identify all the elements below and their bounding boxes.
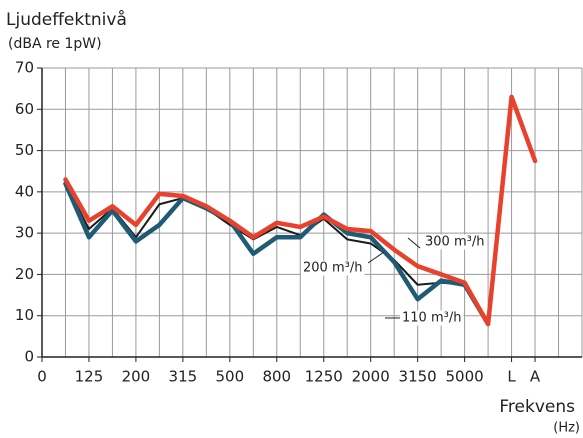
y-tick-label: 30 — [15, 224, 34, 242]
chart-title: Ljudeffektnivå — [6, 9, 127, 30]
series-label-bg — [400, 310, 464, 326]
x-axis-unit: (Hz) — [553, 421, 580, 436]
line-series — [63, 94, 538, 327]
line-series — [64, 182, 490, 325]
series-label: 110 m³/h — [402, 311, 461, 326]
annotation-leader — [407, 237, 421, 249]
y-tick-label: 0 — [24, 348, 34, 366]
y-tick-label: 20 — [15, 265, 34, 283]
x-tick-label: A — [530, 368, 541, 386]
x-tick-label: 500 — [216, 368, 245, 386]
x-tick-label: 800 — [262, 368, 291, 386]
x-tick-label: 125 — [75, 368, 104, 386]
x-tick-label: 0 — [37, 368, 47, 386]
line-series — [63, 181, 491, 327]
annotation-leader — [367, 251, 385, 264]
x-tick-label: 2000 — [352, 368, 390, 386]
y-tick-label: 40 — [15, 182, 34, 200]
y-tick-label: 10 — [15, 306, 34, 324]
x-tick-label: 1250 — [305, 368, 343, 386]
y-tick-label: 70 — [15, 59, 34, 77]
series-label-bg — [301, 260, 365, 276]
x-tick-label: L — [507, 368, 516, 386]
chart-subtitle: (dBA re 1pW) — [8, 36, 102, 52]
y-tick-label: 50 — [15, 141, 34, 159]
series-label: 200 m³/h — [303, 261, 362, 276]
x-tick-label: 3150 — [399, 368, 437, 386]
x-tick-label: 315 — [169, 368, 198, 386]
x-tick-label: 5000 — [446, 368, 484, 386]
y-tick-label: 60 — [15, 100, 34, 118]
series-label-bg — [423, 234, 487, 250]
x-tick-label: 200 — [122, 368, 151, 386]
series-label: 300 m³/h — [425, 235, 484, 250]
x-axis-label: Frekvens — [499, 397, 575, 417]
